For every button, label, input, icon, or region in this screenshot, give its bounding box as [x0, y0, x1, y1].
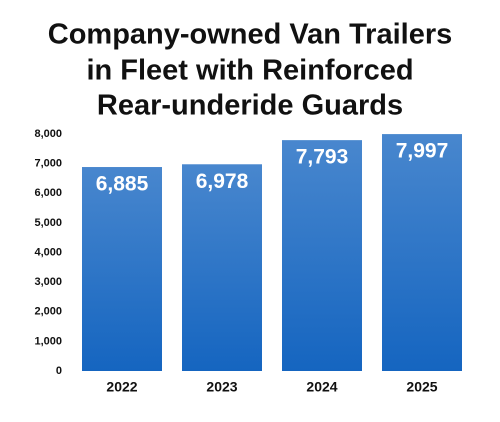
x-tick-label: 2022	[106, 379, 137, 395]
value-label: 7,793	[296, 146, 349, 169]
y-tick-label: 7,000	[34, 158, 62, 170]
y-tick-label: 2,000	[34, 306, 62, 318]
y-tick-label: 3,000	[34, 276, 62, 288]
y-tick-label: 4,000	[34, 246, 62, 258]
x-tick-label: 2025	[406, 379, 437, 395]
y-tick-label: 1,000	[34, 335, 62, 347]
bar	[282, 140, 362, 371]
chart-title: Company-owned Van Trailers	[48, 19, 453, 51]
y-tick-label: 6,000	[34, 187, 62, 199]
chart-title: Rear-underide Guards	[97, 90, 403, 122]
value-label: 7,997	[396, 140, 449, 163]
y-tick-label: 0	[56, 365, 62, 377]
x-tick-label: 2023	[206, 379, 237, 395]
bar	[182, 164, 262, 371]
x-tick-label: 2024	[306, 379, 337, 395]
bar	[82, 167, 162, 371]
value-label: 6,885	[96, 173, 149, 196]
y-tick-label: 5,000	[34, 217, 62, 229]
y-tick-label: 8,000	[34, 128, 62, 140]
bar	[382, 134, 462, 371]
value-label: 6,978	[196, 170, 249, 193]
chart-title: in Fleet with Reinforced	[86, 55, 413, 87]
